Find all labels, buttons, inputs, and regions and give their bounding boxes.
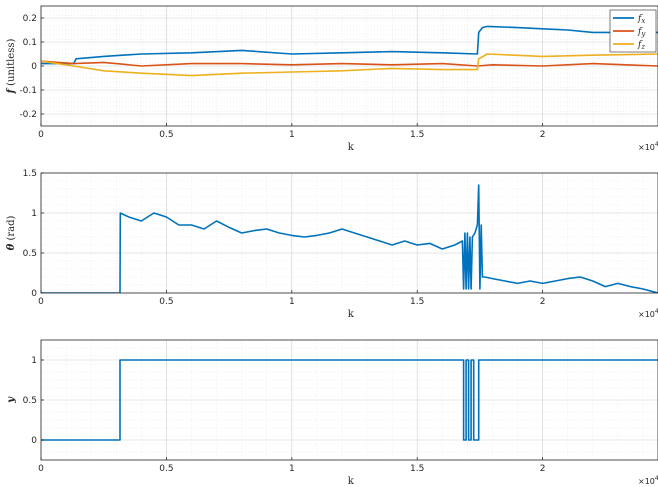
legend-label-f_z: fz [637,40,645,51]
x-multiplier: ×104 [638,308,658,319]
series-line-series-1 [41,184,658,293]
x-multiplier-exponent: 4 [655,475,658,482]
x-multiplier-base: ×10 [638,477,655,486]
x-axis-label: k [348,476,355,487]
x-axis-label: k [348,142,355,153]
y-tick-label: 1.5 [23,169,37,179]
x-tick-label: 2 [540,297,546,307]
series-line-series-1 [41,359,658,441]
x-tick-label: 0 [38,297,44,307]
x-tick-label: 0 [38,130,44,140]
x-axis-label: k [348,309,355,320]
x-tick-label: 1.5 [410,464,424,474]
y-tick-label: 0.2 [23,14,37,24]
y-axis-label-unit: (unitless) [6,39,17,90]
x-tick-label: 2 [540,464,546,474]
x-tick-label: 1 [289,130,295,140]
y-tick-label: -0.2 [19,110,37,120]
axes-background [41,173,658,293]
x-tick-label: 0.5 [159,297,173,307]
y-tick-label: 0 [31,289,37,299]
plot-panel-2: 0 0.5 1 1.5 2 0 0.5 1 1.5 k ×104 θ (rad) [6,169,658,320]
axes-frame [40,172,658,294]
y-tick-label: 0.5 [23,249,37,259]
x-multiplier: ×104 [638,475,658,486]
x-tick-label: 1.5 [410,297,424,307]
plot-panel-3: 0 0.5 1 1.5 2 0 0.5 1 k ×104 y [6,339,658,487]
legend-label-sub: y [640,30,646,38]
x-multiplier-exponent: 4 [655,308,658,315]
y-tick-label: 0 [31,62,37,72]
y-tick-label: 1 [31,356,37,366]
legend-label-sub: z [640,43,645,51]
y-axis-label-symbol: θ [6,243,17,250]
x-tick-label: 2 [540,130,546,140]
x-multiplier-exponent: 4 [655,141,658,148]
legend-label-f_y: fy [637,27,646,38]
x-multiplier: ×104 [638,141,658,152]
legend-label-main: f [637,14,643,24]
x-tick-label: 0.5 [159,130,173,140]
series-line-f_x [41,25,658,65]
plot-panel-1: 0 0.5 1 1.5 2 -0.2 -0.1 0 0.1 0.2 k ×104 f (unitless… [6,5,658,153]
y-axis-label: y [6,396,17,404]
legend-label-f_x: fx [637,14,645,25]
x-tick-label: 0 [38,464,44,474]
legend-label-main: f [637,27,643,37]
series-line-f_z [41,53,658,77]
x-tick-label: 0.5 [159,464,173,474]
y-tick-label: 0 [31,436,37,446]
x-tick-label: 1 [289,297,295,307]
y-tick-label: -0.1 [19,86,37,96]
x-tick-label: 1.5 [410,130,424,140]
x-multiplier-base: ×10 [638,143,655,152]
x-multiplier-base: ×10 [638,310,655,319]
legend-label-main: f [637,40,643,50]
y-axis-label-symbol: f [6,87,17,94]
x-tick-label: 1 [289,464,295,474]
series-line-f_y [41,60,658,67]
y-axis-label-unit: (rad) [6,216,17,244]
y-tick-label: 0.5 [23,396,37,406]
y-axis-label: f (unitless) [6,39,17,95]
y-tick-label: 1 [31,209,37,219]
legend-label-sub: x [641,17,645,25]
y-tick-label: 0.1 [23,38,37,48]
y-axis-label: θ (rad) [6,216,17,251]
y-axis-label-symbol: y [6,396,17,404]
